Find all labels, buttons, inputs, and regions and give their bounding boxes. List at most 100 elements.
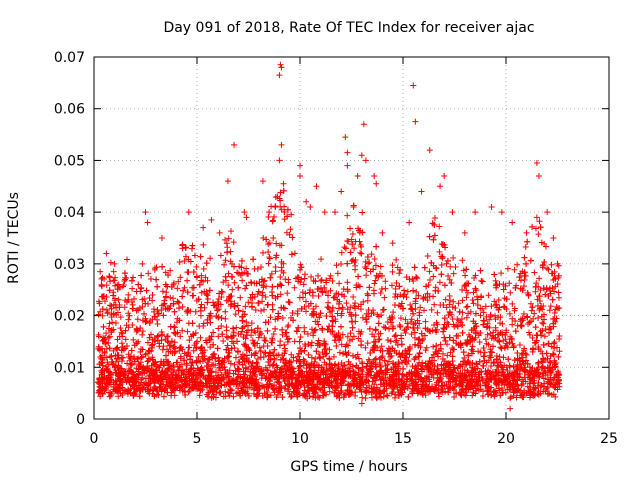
data-point [121, 387, 128, 394]
data-point [329, 304, 336, 311]
data-point [389, 378, 396, 385]
data-point [153, 391, 160, 398]
data-point [275, 379, 282, 386]
data-point [103, 306, 110, 313]
data-point [210, 393, 217, 400]
data-point [96, 300, 103, 307]
data-point [217, 252, 224, 259]
data-point [127, 389, 134, 396]
data-point [165, 272, 172, 279]
data-point [307, 367, 314, 374]
data-point [225, 270, 232, 277]
data-point [233, 324, 240, 331]
data-point [370, 266, 377, 273]
data-point [431, 215, 438, 222]
data-point [265, 260, 272, 267]
data-point [319, 325, 326, 332]
data-point [222, 393, 229, 400]
data-point [246, 384, 253, 391]
data-point [344, 212, 351, 219]
data-point [444, 257, 451, 264]
data-point [242, 335, 249, 342]
data-point [223, 333, 230, 340]
data-point [547, 368, 554, 375]
data-point [464, 382, 471, 389]
data-point [412, 365, 419, 372]
data-point [462, 281, 469, 288]
data-point [195, 296, 202, 303]
data-point [306, 364, 313, 371]
data-point [527, 391, 534, 398]
data-point [245, 299, 252, 306]
data-point [112, 320, 119, 327]
data-point [358, 250, 365, 257]
data-point [219, 331, 226, 338]
data-point [468, 327, 475, 334]
data-point [159, 263, 166, 270]
data-point [152, 338, 159, 345]
data-point [197, 358, 204, 365]
data-point [144, 339, 151, 346]
data-point [322, 351, 329, 358]
data-point [119, 390, 126, 397]
data-point [261, 306, 268, 313]
data-point [461, 367, 468, 374]
data-point [267, 370, 274, 377]
data-point [555, 294, 562, 301]
data-point [481, 317, 488, 324]
data-point [510, 363, 517, 370]
data-point [378, 343, 385, 350]
data-point [135, 281, 142, 288]
data-point [424, 253, 431, 260]
data-point [207, 344, 214, 351]
data-point [232, 354, 239, 361]
data-point [269, 292, 276, 299]
data-point [536, 306, 543, 313]
data-point [246, 347, 253, 354]
data-point [545, 293, 552, 300]
data-point [344, 333, 351, 340]
data-point [260, 249, 267, 256]
data-point [203, 260, 210, 267]
data-point [243, 364, 250, 371]
data-point [436, 374, 443, 381]
data-point [176, 258, 183, 265]
data-point [198, 301, 205, 308]
data-point [442, 244, 449, 251]
data-point [295, 350, 302, 357]
data-point [387, 354, 394, 361]
data-point [375, 336, 382, 343]
data-point [546, 358, 553, 365]
data-point [512, 328, 519, 335]
data-point [446, 334, 453, 341]
data-point [197, 387, 204, 394]
data-point [435, 353, 442, 360]
data-point [171, 339, 178, 346]
data-point [315, 272, 322, 279]
data-point [507, 393, 514, 400]
data-point [186, 356, 193, 363]
data-point [149, 291, 156, 298]
data-point [452, 390, 459, 397]
data-point [260, 278, 267, 285]
data-point [415, 388, 422, 395]
data-point [551, 339, 558, 346]
data-point [234, 269, 241, 276]
data-point [278, 282, 285, 289]
data-point [547, 325, 554, 332]
data-point [524, 313, 531, 320]
data-point [434, 366, 441, 373]
data-point [336, 394, 343, 401]
data-point [241, 269, 248, 276]
data-point [328, 370, 335, 377]
data-point [371, 256, 378, 263]
data-point [525, 320, 532, 327]
data-point [459, 309, 466, 316]
data-point [104, 310, 111, 317]
data-point [514, 382, 521, 389]
data-point [476, 374, 483, 381]
data-point [184, 349, 191, 356]
data-point [285, 376, 292, 383]
data-point [465, 310, 472, 317]
data-point [338, 291, 345, 298]
